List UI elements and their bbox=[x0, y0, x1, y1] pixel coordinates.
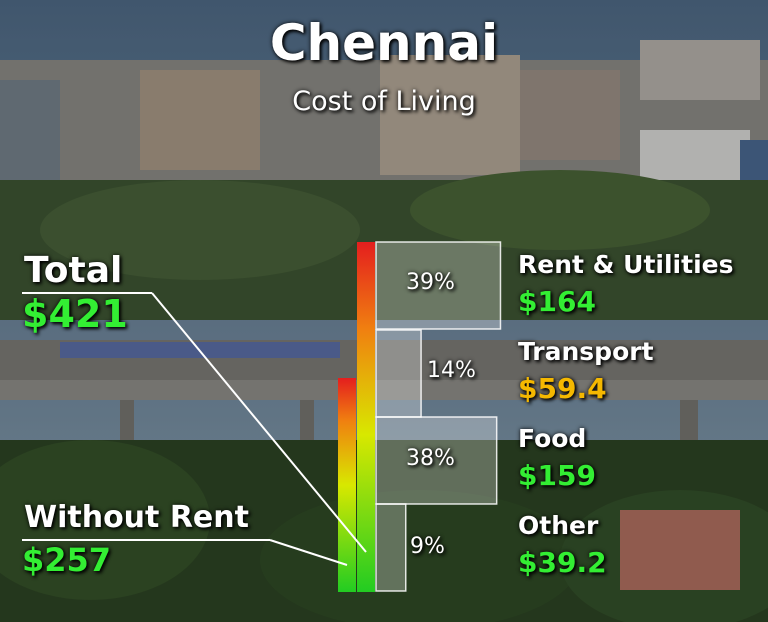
category-label: Rent & Utilities bbox=[518, 250, 734, 279]
category-label: Transport bbox=[518, 337, 654, 366]
category-value: $164 bbox=[518, 285, 596, 318]
page-subtitle: Cost of Living bbox=[292, 86, 476, 117]
percentage-label: 38% bbox=[406, 446, 455, 471]
total-value: $421 bbox=[22, 292, 128, 336]
category-segment-box bbox=[375, 241, 502, 330]
total-label: Total bbox=[24, 250, 123, 291]
category-label: Food bbox=[518, 424, 587, 453]
total-bar bbox=[357, 242, 375, 592]
without-rent-connector-line bbox=[269, 539, 348, 566]
category-value: $159 bbox=[518, 459, 596, 492]
percentage-label: 14% bbox=[427, 358, 476, 383]
without-rent-value: $257 bbox=[22, 541, 112, 579]
category-segment-box bbox=[375, 329, 422, 418]
percentage-label: 9% bbox=[410, 534, 445, 559]
category-label: Other bbox=[518, 511, 599, 540]
page-title: Chennai bbox=[269, 14, 499, 72]
category-value: $59.4 bbox=[518, 372, 607, 405]
category-segment-box bbox=[375, 503, 407, 592]
total-connector-line bbox=[151, 292, 367, 553]
category-value: $39.2 bbox=[518, 546, 607, 579]
category-segment-box bbox=[375, 416, 498, 505]
without-rent-bar bbox=[338, 378, 356, 592]
percentage-label: 39% bbox=[406, 270, 455, 295]
without-rent-label: Without Rent bbox=[24, 500, 249, 535]
